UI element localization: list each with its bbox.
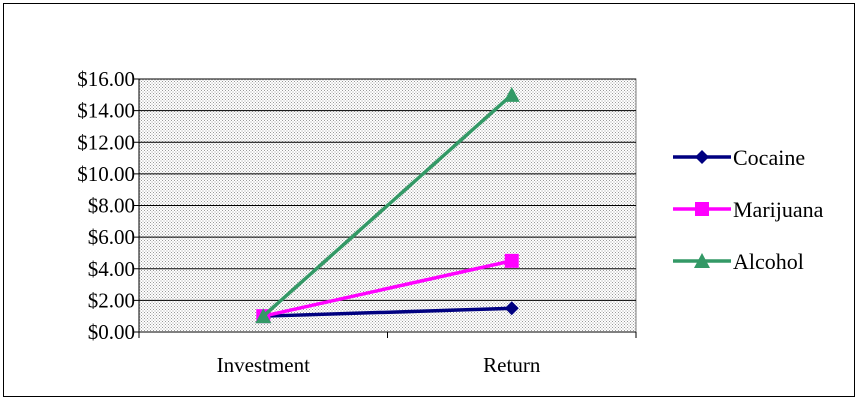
y-tick-label: $8.00 — [88, 194, 135, 218]
legend-entry: Cocaine — [673, 145, 805, 170]
series-line — [262, 93, 513, 318]
series-line — [263, 306, 512, 318]
y-tick-label: $0.00 — [88, 320, 135, 344]
data-point — [504, 301, 519, 316]
y-tick-label: $6.00 — [88, 225, 135, 249]
y-tick-label: $12.00 — [77, 130, 135, 154]
legend: Cocaine Marijuana Alcohol — [673, 145, 824, 274]
data-point — [503, 86, 520, 102]
data-point — [504, 253, 519, 268]
y-tick-label: $16.00 — [77, 67, 135, 91]
legend-label: Marijuana — [733, 197, 824, 222]
legend-marker — [694, 253, 710, 268]
y-tick-label: $2.00 — [88, 288, 135, 312]
gridlines — [139, 78, 636, 301]
series-line — [262, 259, 513, 318]
x-tick-label: Return — [483, 353, 541, 377]
legend-label: Alcohol — [733, 249, 804, 274]
legend-label: Cocaine — [733, 145, 805, 170]
data-point — [255, 308, 272, 324]
y-tick-label: $10.00 — [77, 162, 135, 186]
x-tick-label: Investment — [217, 353, 310, 377]
series-group — [255, 86, 520, 324]
legend-marker — [695, 202, 709, 216]
x-axis: Investment Return — [138, 331, 637, 377]
legend-entry: Marijuana — [673, 197, 824, 222]
y-axis: $0.00 $2.00 $4.00 $6.00 $8.00 $10.00 $12.00 $14… — [77, 67, 140, 344]
y-tick-label: $4.00 — [88, 257, 135, 281]
legend-marker — [695, 150, 709, 164]
y-tick-label: $14.00 — [77, 99, 135, 123]
legend-entry: Alcohol — [673, 249, 804, 274]
series-alcohol — [255, 86, 520, 324]
